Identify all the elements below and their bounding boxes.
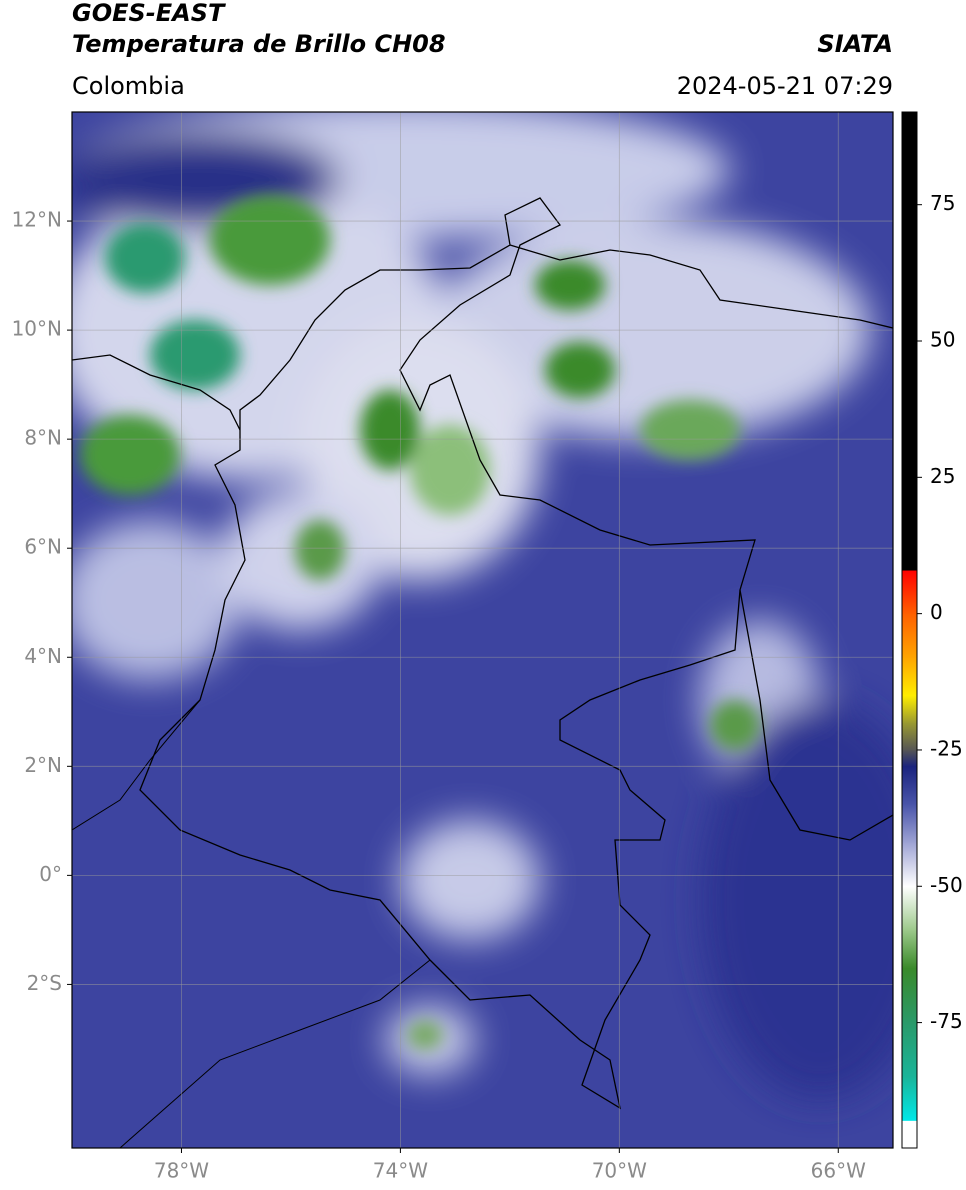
colorbar bbox=[902, 112, 917, 1149]
colorbar-tick-label: 50 bbox=[930, 328, 955, 352]
colorbar-segment bbox=[902, 657, 917, 696]
colorbar-segment bbox=[902, 1120, 917, 1122]
x-tick-label: 74°W bbox=[373, 1159, 428, 1183]
colorbar-segment bbox=[902, 570, 917, 615]
colorbar-segment bbox=[902, 1120, 917, 1149]
subtitle: Temperatura de Brillo CH08 bbox=[72, 30, 446, 58]
colorbar-segment bbox=[902, 766, 917, 805]
colorbar-segment bbox=[902, 968, 917, 1024]
colorbar-tick-label: 25 bbox=[930, 464, 955, 488]
colorbar-segment bbox=[902, 749, 917, 767]
y-tick-label: 10°N bbox=[12, 317, 62, 341]
y-tick-label: 2°S bbox=[27, 971, 62, 995]
colorbar-segment bbox=[902, 1022, 917, 1078]
y-tick-label: 2°N bbox=[24, 753, 62, 777]
colorbar-segment bbox=[902, 886, 917, 931]
satellite-image bbox=[72, 112, 893, 1148]
colorbar-segment bbox=[902, 929, 917, 969]
colorbar-segment bbox=[902, 1077, 917, 1121]
colorbar-segment bbox=[902, 112, 917, 571]
colorbar-segment bbox=[902, 613, 917, 658]
colorbar-tick-label: 75 bbox=[930, 191, 955, 215]
y-tick-label: 12°N bbox=[12, 208, 62, 232]
colorbar-tick-label: -25 bbox=[930, 736, 963, 760]
map-frame bbox=[71, 111, 894, 1149]
y-tick-label: 8°N bbox=[24, 426, 62, 450]
title: GOES-EAST bbox=[72, 0, 226, 27]
x-tick-label: 78°W bbox=[154, 1159, 209, 1183]
source: SIATA bbox=[817, 30, 893, 58]
colorbar-tick-label: -75 bbox=[930, 1009, 963, 1033]
graticule bbox=[72, 112, 893, 1148]
colorbar-segment bbox=[902, 695, 917, 724]
y-tick-label: 4°N bbox=[24, 644, 62, 668]
region: Colombia bbox=[72, 72, 185, 100]
colorbar-segment bbox=[902, 842, 917, 887]
colorbar-frame bbox=[901, 111, 918, 1149]
x-tick-label: 66°W bbox=[811, 1159, 866, 1183]
x-tick-label: 70°W bbox=[592, 1159, 647, 1183]
y-tick-label: 6°N bbox=[24, 535, 62, 559]
timestamp: 2024-05-21 07:29 bbox=[677, 72, 893, 100]
colorbar-tick-label: -50 bbox=[930, 873, 963, 897]
colorbar-segment bbox=[902, 804, 917, 844]
colorbar-segment bbox=[902, 722, 917, 751]
colorbar-tick-label: 0 bbox=[930, 600, 943, 624]
y-tick-label: 0° bbox=[39, 862, 62, 886]
